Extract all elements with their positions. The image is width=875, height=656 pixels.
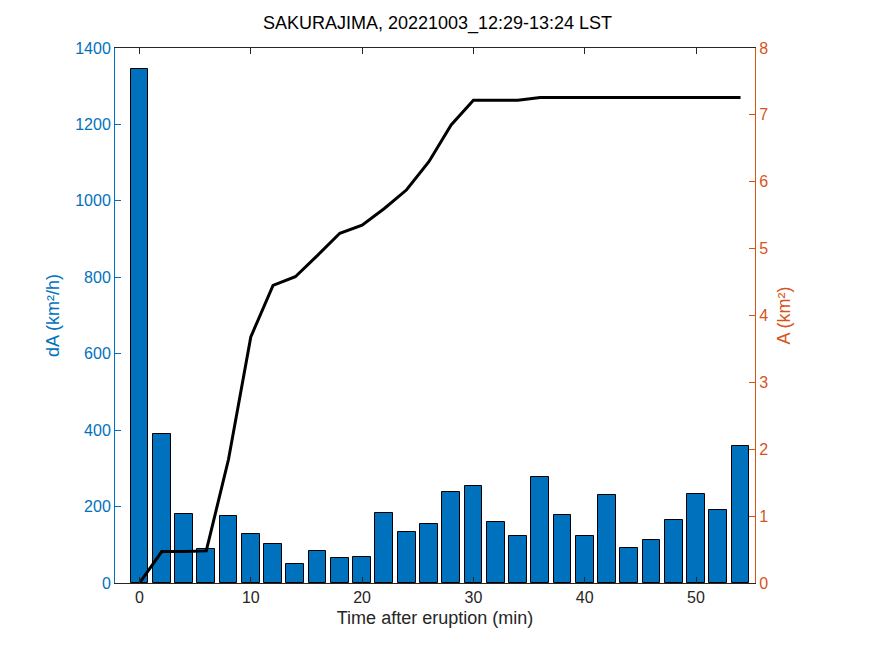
svg-text:3: 3 — [759, 374, 768, 391]
svg-text:10: 10 — [242, 589, 260, 606]
svg-text:1: 1 — [759, 508, 768, 525]
svg-text:dA (km²/h): dA (km²/h) — [43, 274, 63, 357]
svg-text:20: 20 — [353, 589, 371, 606]
svg-text:1400: 1400 — [75, 40, 111, 57]
svg-text:200: 200 — [84, 498, 111, 515]
svg-text:30: 30 — [465, 589, 483, 606]
svg-text:4: 4 — [759, 307, 768, 324]
svg-text:2: 2 — [759, 441, 768, 458]
svg-text:0: 0 — [759, 575, 768, 592]
svg-text:7: 7 — [759, 106, 768, 123]
svg-text:Time after eruption (min): Time after eruption (min) — [337, 608, 533, 628]
svg-text:8: 8 — [759, 40, 768, 57]
svg-text:400: 400 — [84, 422, 111, 439]
svg-text:SAKURAJIMA, 20221003_12:29-13:: SAKURAJIMA, 20221003_12:29-13:24 LST — [263, 13, 612, 34]
svg-text:0: 0 — [102, 575, 111, 592]
svg-text:5: 5 — [759, 240, 768, 257]
svg-text:800: 800 — [84, 269, 111, 286]
svg-text:50: 50 — [687, 589, 705, 606]
svg-text:1200: 1200 — [75, 116, 111, 133]
svg-text:6: 6 — [759, 173, 768, 190]
svg-text:1000: 1000 — [75, 192, 111, 209]
svg-text:600: 600 — [84, 345, 111, 362]
svg-text:0: 0 — [135, 589, 144, 606]
svg-text:40: 40 — [576, 589, 594, 606]
svg-text:A (km²): A (km²) — [774, 287, 794, 345]
